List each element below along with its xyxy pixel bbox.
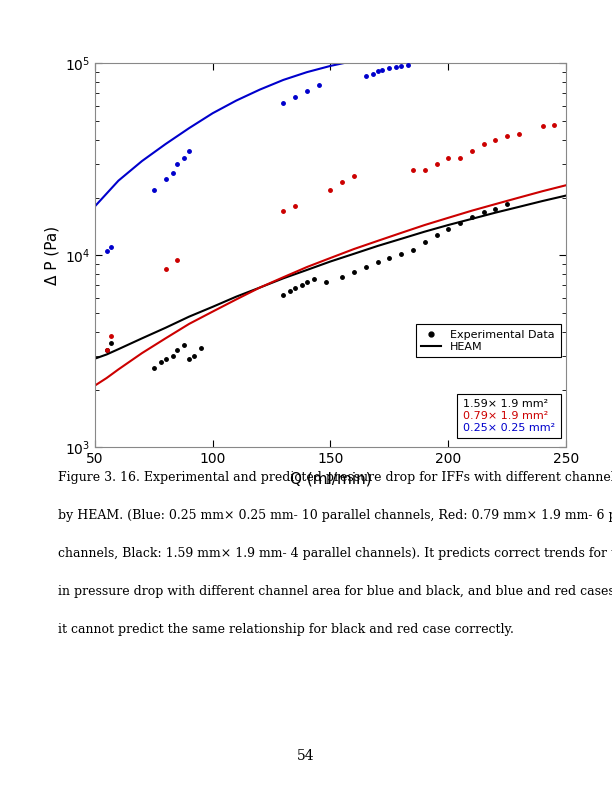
- Y-axis label: Δ P (Pa): Δ P (Pa): [44, 226, 59, 285]
- Text: it cannot predict the same relationship for black and red case correctly.: it cannot predict the same relationship …: [58, 623, 514, 636]
- Legend: 1.59× 1.9 mm², 0.79× 1.9 mm², 0.25× 0.25 mm²: 1.59× 1.9 mm², 0.79× 1.9 mm², 0.25× 0.25…: [457, 394, 561, 438]
- Text: by HEAM. (Blue: 0.25 mm× 0.25 mm- 10 parallel channels, Red: 0.79 mm× 1.9 mm- 6 : by HEAM. (Blue: 0.25 mm× 0.25 mm- 10 par…: [58, 509, 612, 522]
- Text: Figure 3. 16. Experimental and predicted pressure drop for IFFs with different c: Figure 3. 16. Experimental and predicted…: [58, 471, 612, 484]
- X-axis label: Q (ml/min): Q (ml/min): [289, 472, 371, 487]
- Text: channels, Black: 1.59 mm× 1.9 mm- 4 parallel channels). It predicts correct tren: channels, Black: 1.59 mm× 1.9 mm- 4 para…: [58, 547, 612, 560]
- Text: 54: 54: [297, 749, 315, 763]
- Text: in pressure drop with different channel area for blue and black, and blue and re: in pressure drop with different channel …: [58, 585, 612, 598]
